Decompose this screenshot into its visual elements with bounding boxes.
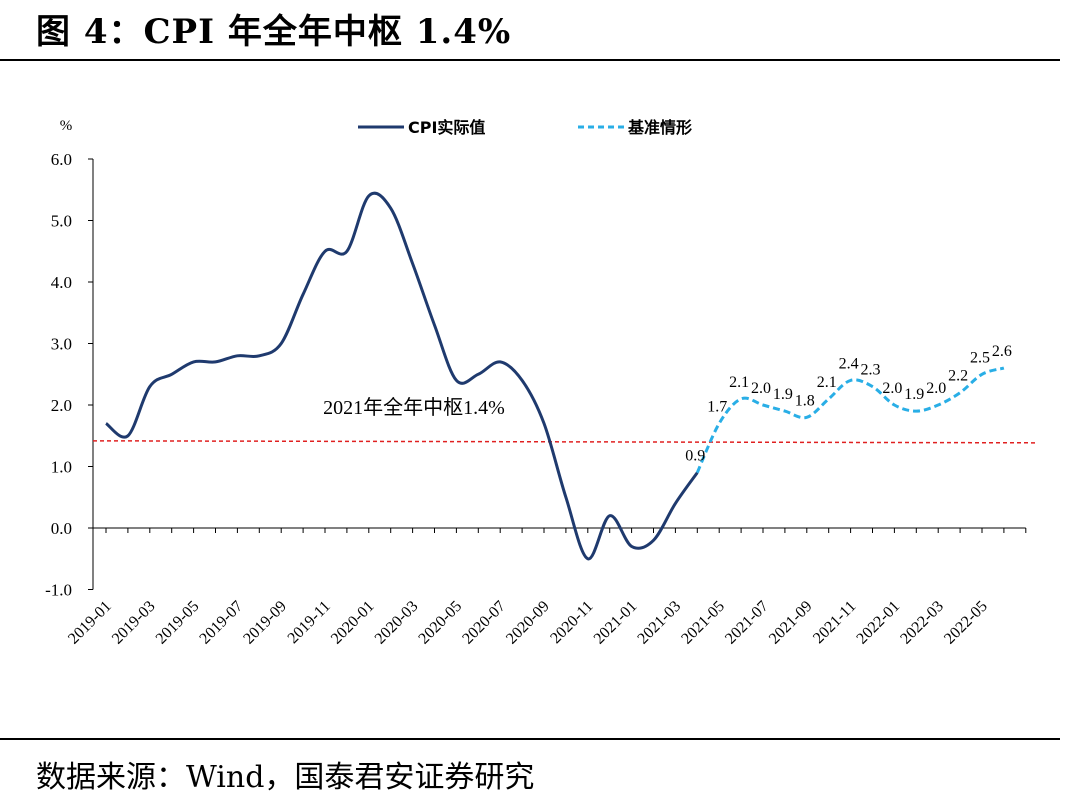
reference-line-label: 2021年全年中枢1.4% [323, 396, 505, 419]
data-label: 2.0 [882, 380, 902, 397]
bottom-rule [0, 738, 1060, 740]
y-tick-label: -1.0 [45, 581, 72, 600]
data-label: 2.0 [926, 380, 946, 397]
data-label: 2.0 [751, 380, 771, 397]
x-tick-label: 2020-01 [328, 598, 378, 648]
data-label: 1.8 [795, 392, 815, 409]
series-group [105, 191, 1005, 561]
x-tick-label: 2019-01 [65, 598, 115, 648]
data-label: 2.6 [992, 343, 1012, 360]
x-tick-label: 2020-07 [459, 598, 509, 648]
data-label: 2.4 [839, 355, 859, 372]
reference-line-group: 2021年全年中枢1.4% [92, 396, 1036, 444]
x-tick-label: 2019-09 [240, 598, 290, 648]
x-tick-label: 2022-05 [941, 598, 991, 648]
reference-line [92, 440, 1036, 444]
x-tick-label: 2020-09 [503, 598, 553, 648]
data-label: 2.3 [861, 362, 881, 379]
data-label: 1.7 [707, 398, 727, 415]
cpi-chart: 6.0 5.0 4.0 3.0 2.0 1.0 0.0 -1.0% 2019-012019-03… [45, 118, 1036, 648]
top-rule [0, 59, 1060, 61]
x-tick-label: 2020-05 [415, 598, 465, 648]
y-axis-unit-label: % [60, 118, 73, 134]
x-tick-label: 2021-11 [810, 598, 859, 647]
y-tick-label: 0.0 [51, 519, 72, 538]
data-label: 2.1 [729, 374, 749, 391]
y-tick-label: 6.0 [51, 150, 72, 169]
data-label: 2.5 [970, 349, 990, 366]
source-note: 数据来源：Wind，国泰君安证券研究 [36, 760, 535, 795]
x-tick-label: 2021-05 [678, 598, 728, 648]
x-tick-label: 2020-11 [547, 598, 596, 647]
legend-label: 基准情形 [627, 118, 692, 137]
data-label: 0.9 [685, 448, 705, 465]
x-tick-label: 2021-01 [591, 598, 641, 648]
x-tick-label: 2019-11 [285, 598, 334, 647]
x-tick-label: 2019-07 [196, 598, 246, 648]
x-tick-label: 2022-01 [853, 598, 903, 648]
y-tick-label: 2.0 [51, 396, 72, 415]
x-tick-label: 2021-09 [766, 598, 816, 648]
data-labels-group: 0.91.72.1 2.0 1.9 1.82.12.4 2.32.0 1.9 2.02.22… [685, 343, 1012, 465]
x-tick-label: 2021-03 [634, 598, 684, 648]
axes: 6.0 5.0 4.0 3.0 2.0 1.0 0.0 -1.0% 2019-012019-03… [45, 118, 1027, 648]
x-tick-label: 2019-03 [109, 598, 159, 648]
legend-label: CPI实际值 [408, 118, 485, 137]
data-label: 2.2 [948, 368, 968, 385]
data-label: 1.9 [773, 386, 793, 403]
y-tick-label: 4.0 [51, 273, 72, 292]
x-tick-label: 2021-07 [722, 598, 772, 648]
y-tick-label: 3.0 [51, 335, 72, 354]
data-label: 2.1 [817, 374, 837, 391]
series-line-baseline [695, 366, 1005, 474]
y-tick-label: 5.0 [51, 212, 72, 231]
chart-title: 图 4：CPI 年全年中枢 1.4% [36, 12, 512, 52]
y-tick-label: 1.0 [51, 458, 72, 477]
series-line-cpi-actual [105, 191, 699, 561]
x-tick-label: 2019-05 [153, 598, 203, 648]
x-tick-label: 2020-03 [372, 598, 422, 648]
legend: CPI实际值 基准情形 [358, 118, 692, 137]
data-label: 1.9 [904, 386, 924, 403]
x-tick-label: 2022-03 [897, 598, 947, 648]
